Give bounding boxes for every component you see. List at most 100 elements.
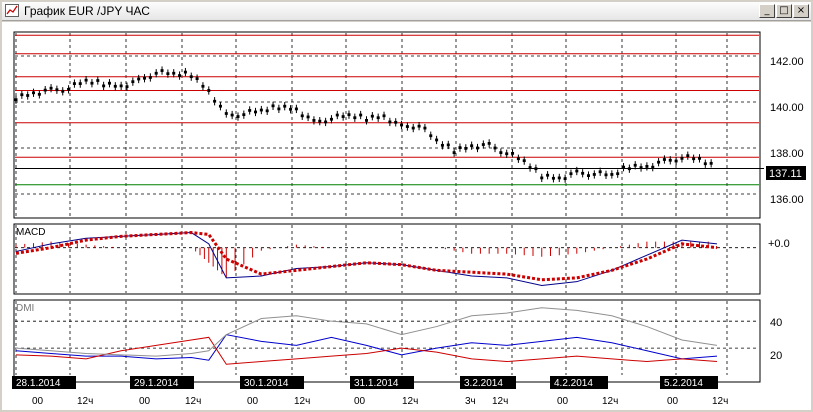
price-bar-body bbox=[353, 116, 357, 120]
date-badge bbox=[12, 376, 76, 389]
price-bar-body bbox=[388, 120, 392, 124]
price-bar-body bbox=[265, 109, 269, 113]
price-bar-body bbox=[511, 151, 515, 155]
price-bar-body bbox=[90, 81, 94, 85]
price-bar-body bbox=[312, 119, 316, 122]
price-bar-body bbox=[540, 176, 544, 180]
price-bar-body bbox=[283, 104, 287, 108]
price-bar-body bbox=[452, 151, 456, 154]
price-bar-body bbox=[335, 113, 339, 117]
minimize-button[interactable]: _ bbox=[759, 4, 775, 18]
price-bar-body bbox=[347, 113, 351, 117]
adx-line bbox=[15, 307, 718, 357]
price-bar-body bbox=[458, 146, 462, 149]
price-bar-body bbox=[160, 69, 164, 72]
date-badge bbox=[240, 376, 304, 389]
price-bar-body bbox=[522, 159, 526, 163]
price-bar-body bbox=[651, 165, 655, 169]
price-bar-body bbox=[662, 158, 666, 161]
price-bar-body bbox=[72, 82, 76, 85]
price-bar-body bbox=[137, 77, 141, 81]
dmi-tick-label: 20 bbox=[770, 350, 782, 362]
price-bar-body bbox=[107, 81, 111, 85]
price-bar-body bbox=[446, 143, 450, 147]
title-bar[interactable]: График EUR /JPY ЧАС _ □ × bbox=[2, 2, 811, 21]
chart-app-icon bbox=[5, 4, 19, 17]
price-bar-body bbox=[259, 108, 263, 112]
hour-label: 12ч bbox=[492, 396, 508, 407]
price-bar-body bbox=[586, 174, 590, 177]
price-bar-body bbox=[686, 154, 690, 158]
price-bar-body bbox=[102, 84, 106, 88]
price-bar-body bbox=[271, 104, 275, 108]
price-bar-body bbox=[627, 167, 631, 171]
price-bar-body bbox=[148, 76, 152, 79]
price-bar-body bbox=[277, 107, 281, 111]
price-bar-body bbox=[131, 80, 135, 84]
price-bar-body bbox=[475, 146, 479, 150]
price-bar-body bbox=[306, 115, 310, 119]
macd-series bbox=[15, 231, 718, 286]
date-badge bbox=[550, 376, 608, 389]
price-bar-body bbox=[55, 88, 59, 92]
price-bar-body bbox=[592, 173, 596, 176]
price-bar-body bbox=[610, 173, 614, 176]
price-tick-label: 138.00 bbox=[770, 148, 804, 160]
price-bar-body bbox=[189, 75, 193, 79]
date-badge bbox=[130, 376, 194, 389]
price-bar-body bbox=[697, 156, 701, 160]
price-bar-body bbox=[405, 125, 409, 128]
price-bar-body bbox=[154, 71, 158, 75]
date-label: 31.1.2014 bbox=[354, 378, 399, 389]
price-bar-body bbox=[183, 70, 187, 74]
hour-label: 00 bbox=[354, 396, 366, 407]
price-bar-body bbox=[14, 98, 18, 102]
price-bar-body bbox=[224, 112, 228, 115]
chart-canvas[interactable]: 142.00 140.00 138.00 136.00 137.11 MACD … bbox=[2, 22, 811, 410]
hour-label: 00 bbox=[667, 396, 679, 407]
price-bar-body bbox=[674, 159, 678, 163]
chart-area[interactable]: 142.00 140.00 138.00 136.00 137.11 MACD … bbox=[2, 22, 811, 410]
price-bar-body bbox=[236, 115, 240, 118]
price-bar-body bbox=[218, 104, 222, 108]
hour-label: 12ч bbox=[712, 396, 728, 407]
price-bar-body bbox=[569, 172, 573, 176]
hour-label: 00 bbox=[139, 396, 151, 407]
date-badge bbox=[460, 376, 516, 389]
maximize-button[interactable]: □ bbox=[776, 4, 792, 18]
price-bar-body bbox=[113, 84, 117, 88]
date-label: 30.1.2014 bbox=[244, 378, 289, 389]
macd-zero-label: +0.0 bbox=[768, 238, 790, 250]
price-bar-body bbox=[598, 170, 602, 174]
hour-label: 3ч bbox=[465, 396, 476, 407]
price-bar-body bbox=[119, 84, 123, 88]
price-bar-body bbox=[546, 173, 550, 177]
dmi-tick-label: 40 bbox=[770, 317, 782, 329]
price-bar-body bbox=[692, 157, 696, 161]
price-bar-body bbox=[557, 176, 561, 180]
price-bar-body bbox=[365, 119, 368, 122]
price-bar-body bbox=[230, 113, 234, 117]
price-bar-body bbox=[481, 143, 485, 146]
price-bar-body bbox=[376, 116, 380, 120]
price-bar-body bbox=[551, 176, 555, 180]
price-series bbox=[14, 34, 764, 186]
price-bar-body bbox=[32, 91, 36, 95]
price-bar-body bbox=[633, 163, 637, 167]
date-badge bbox=[660, 376, 718, 389]
price-bar-body bbox=[143, 76, 147, 80]
price-bar-body bbox=[516, 157, 520, 161]
price-bar-body bbox=[616, 172, 620, 176]
price-bar-body bbox=[435, 138, 439, 142]
price-bar-body bbox=[178, 74, 182, 77]
price-bar-body bbox=[604, 173, 608, 177]
close-button[interactable]: × bbox=[793, 4, 809, 18]
price-bar-body bbox=[657, 160, 661, 164]
window-title: График EUR /JPY ЧАС bbox=[24, 4, 150, 18]
price-bar-body bbox=[680, 156, 684, 160]
price-bar-body bbox=[125, 85, 129, 89]
price-bar-body bbox=[464, 147, 468, 150]
hour-label: 12ч bbox=[77, 396, 93, 407]
price-bar-body bbox=[440, 143, 444, 147]
